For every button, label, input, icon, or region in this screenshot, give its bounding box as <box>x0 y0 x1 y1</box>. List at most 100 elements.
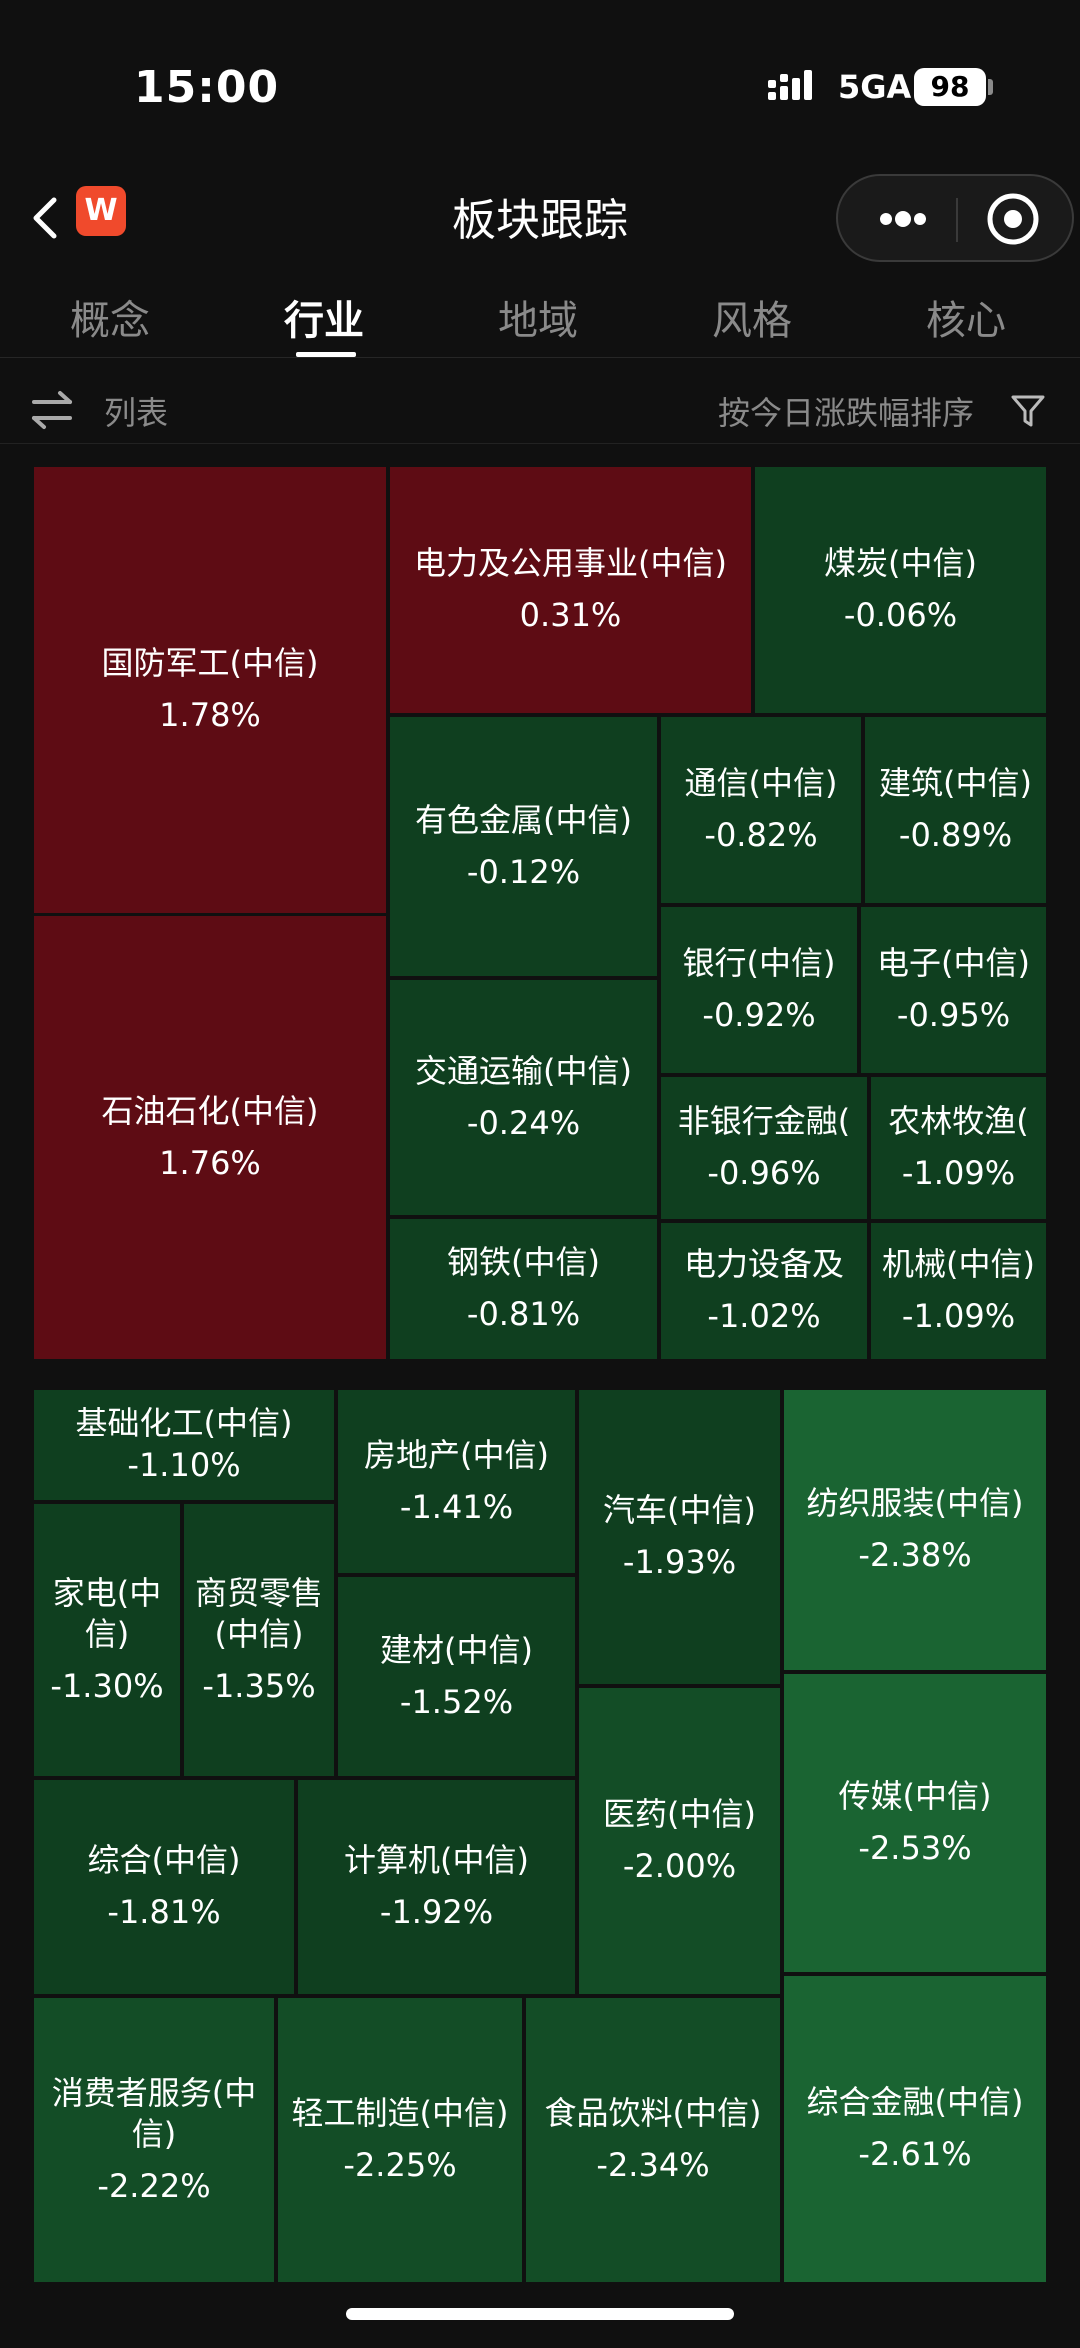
sector-change: 0.31% <box>519 596 622 634</box>
sector-change: -1.92% <box>379 1893 494 1931</box>
battery-tip <box>988 79 993 95</box>
sector-tile[interactable]: 建筑(中信) -0.89% <box>865 717 1046 903</box>
active-tab-indicator <box>296 352 356 357</box>
sector-tile[interactable]: 家电(中信) -1.30% <box>34 1504 180 1776</box>
sector-change: -1.81% <box>107 1893 221 1931</box>
sector-tile[interactable]: 农林牧渔(-1.09% <box>871 1077 1046 1219</box>
sector-change: -2.38% <box>858 1536 972 1574</box>
sector-tile[interactable]: 消费者服务(中信) -2.22% <box>34 1998 274 2282</box>
sector-name: 石油石化(中信) <box>101 1091 319 1130</box>
sector-name: 汽车(中信) <box>603 1491 756 1530</box>
filter-icon[interactable] <box>1010 394 1046 428</box>
sector-tile[interactable]: 汽车(中信) -1.93% <box>579 1390 780 1684</box>
sector-tile[interactable]: 建材(中信) -1.52% <box>338 1577 575 1776</box>
sector-change: -1.93% <box>622 1543 737 1581</box>
sector-name: 家电(中信) <box>52 1573 162 1654</box>
sector-tile[interactable]: 综合金融(中信) -2.61% <box>784 1976 1046 2282</box>
sector-tile[interactable]: 电子(中信) -0.95% <box>861 907 1046 1073</box>
sector-tile[interactable]: 轻工制造(中信) -2.25% <box>278 1998 522 2282</box>
sector-tile[interactable]: 银行(中信) -0.92% <box>661 907 857 1073</box>
sector-change: 1.76% <box>159 1143 261 1182</box>
sector-tile[interactable]: 房地产(中信) -1.41% <box>338 1390 575 1573</box>
sector-change: -1.09% <box>901 1297 1016 1335</box>
sector-change: -1.02% <box>707 1297 821 1335</box>
tab-concept[interactable]: 概念 <box>70 298 150 344</box>
sector-tile[interactable]: 国防军工(中信) 1.78% <box>34 467 386 913</box>
sector-change: -2.22% <box>97 2166 211 2205</box>
sector-change: -1.09% <box>901 1154 1016 1192</box>
sector-tile[interactable]: 电力及公用事业(中信) 0.31% <box>390 467 751 713</box>
sector-name: 轻工制造(中信) <box>291 2094 509 2133</box>
sector-tile[interactable]: 通信(中信) -0.82% <box>661 717 861 903</box>
sector-change: -0.96% <box>707 1154 821 1192</box>
capsule-divider <box>956 198 958 242</box>
sector-tile[interactable]: 有色金属(中信) -0.12% <box>390 717 657 976</box>
sector-tile[interactable]: 食品饮料(中信) -2.34% <box>526 1998 780 2282</box>
sector-change: -2.25% <box>343 2146 457 2184</box>
more-icon[interactable] <box>858 190 948 248</box>
sector-change: -0.92% <box>702 996 816 1034</box>
sector-name: 建材(中信) <box>380 1630 533 1669</box>
sector-tile[interactable]: 交通运输(中信) -0.24% <box>390 980 657 1215</box>
sector-tile[interactable]: 医药(中信) -2.00% <box>579 1688 780 1994</box>
sector-tile[interactable]: 传媒(中信) -2.53% <box>784 1674 1046 1972</box>
nav-bar: W 板块跟踪 <box>0 170 1080 280</box>
sector-tile[interactable]: 综合(中信) -1.81% <box>34 1780 294 1994</box>
sector-change: -1.35% <box>202 1666 316 1705</box>
sector-change: -1.52% <box>399 1682 514 1721</box>
sort-selector[interactable]: 按今日涨跌幅排序 <box>717 394 974 432</box>
tab-industry[interactable]: 行业 <box>284 298 364 344</box>
sector-tile[interactable]: 纺织服装(中信) -2.38% <box>784 1390 1046 1670</box>
sector-name: 商贸零售(中信) <box>194 1573 323 1654</box>
sector-name: 消费者服务(中信) <box>51 2073 257 2154</box>
app-logo-icon: W <box>76 186 126 236</box>
sector-name: 传媒(中信) <box>838 1777 992 1816</box>
sector-tile[interactable]: 商贸零售(中信) -1.35% <box>184 1504 334 1776</box>
sector-tile[interactable]: 计算机(中信) -1.92% <box>298 1780 575 1994</box>
sector-tile[interactable]: 非银行金融( -0.96% <box>661 1077 867 1219</box>
sector-name: 电子(中信) <box>877 944 1030 983</box>
sector-tile[interactable]: 电力设备及 -1.02% <box>661 1223 867 1359</box>
tab-region[interactable]: 地域 <box>498 298 578 344</box>
tab-style[interactable]: 风格 <box>712 298 792 344</box>
close-miniapp-icon[interactable] <box>968 190 1058 248</box>
sector-tile[interactable]: 石油石化(中信) 1.76% <box>34 916 386 1359</box>
signal-icon <box>768 70 812 100</box>
toolbar: 列表 按今日涨跌幅排序 <box>0 370 1080 444</box>
list-view-toggle[interactable]: 列表 <box>104 394 169 432</box>
sector-name: 银行(中信) <box>682 944 836 983</box>
swap-view-icon[interactable] <box>30 390 74 430</box>
sector-tile[interactable]: 钢铁(中信) -0.81% <box>390 1219 657 1359</box>
sector-change: -0.82% <box>704 816 818 854</box>
sector-name: 电力及公用事业(中信) <box>414 544 727 583</box>
sector-name: 通信(中信) <box>684 764 838 803</box>
tab-core[interactable]: 核心 <box>926 298 1006 344</box>
sector-tile[interactable]: 机械(中信) -1.09% <box>871 1223 1046 1359</box>
sector-change: -2.00% <box>622 1847 737 1885</box>
sector-name: 非银行金融( <box>677 1102 851 1141</box>
sector-name: 交通运输(中信) <box>415 1051 632 1090</box>
sector-name: 建筑(中信) <box>879 764 1032 803</box>
sector-change: 1.78% <box>159 696 261 734</box>
sector-name: 计算机(中信) <box>344 1841 529 1880</box>
sector-name: 电力设备及 <box>683 1245 844 1284</box>
sector-tile[interactable]: 煤炭(中信) -0.06% <box>755 467 1046 713</box>
sector-name: 机械(中信) <box>882 1245 1035 1284</box>
sector-name: 有色金属(中信) <box>415 800 632 839</box>
sector-change: -1.41% <box>399 1487 514 1526</box>
sector-change: -0.12% <box>466 852 581 891</box>
home-indicator[interactable] <box>346 2308 734 2320</box>
sector-change: -0.81% <box>466 1295 581 1333</box>
sector-name: 钢铁(中信) <box>447 1243 600 1282</box>
sector-change: -2.34% <box>596 2146 710 2184</box>
status-bar: 15:00 5GA 98 <box>0 0 1080 170</box>
sector-change: -1.30% <box>50 1666 164 1705</box>
sector-change: -0.89% <box>898 816 1013 854</box>
sector-change: -1.10% <box>127 1446 241 1484</box>
sector-name: 综合金融(中信) <box>806 2083 1024 2122</box>
sector-name: 煤炭(中信) <box>824 544 977 583</box>
sector-change: -2.61% <box>858 2135 972 2173</box>
sector-tile[interactable]: 基础化工(中信) -1.10% <box>34 1390 334 1500</box>
back-arrow-icon[interactable] <box>22 188 70 248</box>
battery-icon: 98 <box>914 68 986 106</box>
